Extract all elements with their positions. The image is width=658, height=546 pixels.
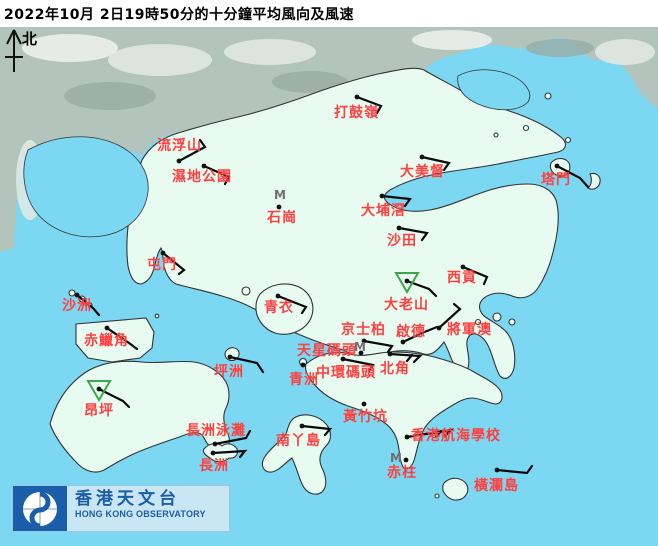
wind-barb [405,279,438,298]
port-shelter-islet [474,318,482,326]
wind-barb [75,293,101,317]
station-dot [419,154,425,160]
station-dot [210,450,216,456]
mirs-bay-islet [522,124,530,132]
stations-layer: M M M [74,94,590,475]
station-dot [494,467,500,473]
station-dot [361,338,367,344]
station-dot [276,204,282,210]
wind-barb [228,355,265,374]
mirs-bay-islet [493,132,499,138]
station-dot [400,339,406,345]
wind-barb [362,339,394,354]
wind-barb [495,464,534,475]
station-dot [300,362,306,368]
logo-chinese-name: 香港天文台 [75,489,180,509]
hko-logo: 香港天文台 HONG KONG OBSERVATORY [12,485,230,532]
station-dot [354,94,360,100]
wind-barb [97,387,131,409]
triangle-marker [394,272,420,294]
wind-barb [437,302,462,330]
wind-barb [555,164,590,189]
mainland-terrain [0,27,658,252]
wind-barb [461,265,489,286]
mirs-bay-islet [587,172,601,190]
po-toi-island [442,477,469,501]
po-toi-rock [434,493,440,499]
port-shelter-islet [508,318,516,326]
north-label: 北 [22,30,38,48]
wind-barb [405,353,414,363]
wind-barb [341,357,375,373]
wind-barb [420,155,451,172]
wind-barb [177,138,207,163]
wind-barb [213,429,252,446]
ma-wan-island [241,286,251,296]
new-territories-landmass [126,67,567,379]
airport-island [75,317,155,363]
starling-inlet-water [457,69,531,111]
wind-barb [380,194,412,208]
triangle-marker [86,380,112,402]
wind-barb [202,164,231,186]
lamma-island [261,414,332,495]
wind-barb [405,428,455,439]
station-dot [212,441,218,447]
wind-barb [105,326,139,351]
missing-data-marker: M [390,451,402,465]
logo-english-name: HONG KONG OBSERVATORY [75,509,206,520]
station-dot [358,350,364,356]
hko-logo-emblem [13,486,67,531]
hong-kong-island [304,351,503,470]
wind-barb [401,325,439,344]
station-dot [396,225,402,231]
station-dot [96,386,102,392]
station-dot [104,325,110,331]
mirs-bay-islet [564,136,572,144]
station-dot [340,356,346,362]
missing-data-marker: M [274,188,286,202]
missing-data-marker: M [354,340,366,354]
sha-chau-islet [68,289,76,297]
station-dot [275,293,281,299]
station-dot [201,163,207,169]
station-dot [404,278,410,284]
wind-barb [397,226,429,242]
station-dot [227,354,233,360]
page-title: 2022年10月 2日19時50分的十分鐘平均風向及風速 [4,7,355,23]
station-dot [379,193,385,199]
station-dot [176,158,182,164]
station-dot [74,292,80,298]
wind-barb [388,352,423,364]
station-dot [299,423,305,429]
urmston-road-islet [154,313,160,319]
station-dot [160,250,166,256]
station-dot [361,401,367,407]
tsing-yi-island [255,283,314,335]
crooked-harbour-islet [544,92,552,100]
station-dot [404,434,410,440]
station-dot [460,264,466,270]
lantau-island [49,360,230,473]
port-shelter-islet [492,312,502,322]
north-arrow [5,29,23,72]
station-dot [387,351,393,357]
wind-barb [355,95,383,115]
wind-barb [276,294,308,315]
wind-barb [211,449,248,459]
deep-bay-water [23,136,149,238]
wind-barb [434,429,443,439]
station-dot [554,163,560,169]
station-dot [403,457,409,463]
wind-barb [161,251,186,276]
wind-barb [300,424,333,437]
